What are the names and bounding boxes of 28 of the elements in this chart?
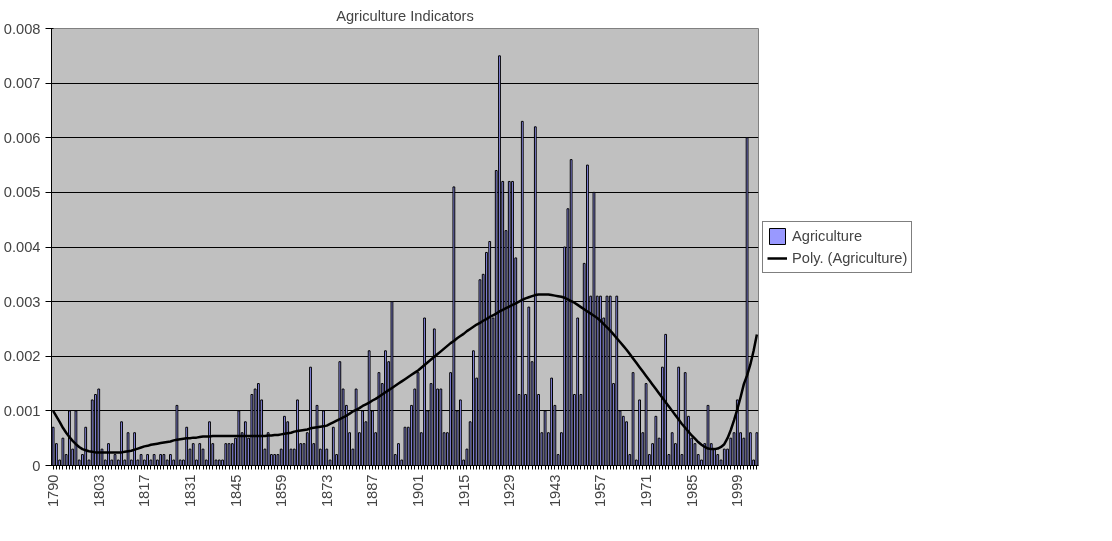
legend-label: Agriculture <box>792 227 863 244</box>
x-tick-label: 1817 <box>136 474 153 508</box>
x-tick-label: 1790 <box>45 474 62 508</box>
x-tick-label: 1803 <box>90 474 107 508</box>
y-tick-label: 0.006 <box>3 129 41 146</box>
x-tick-label: 1957 <box>592 474 609 508</box>
y-tick-label: 0.005 <box>3 184 41 201</box>
x-tick-label: 1999 <box>729 474 746 508</box>
x-tick-label: 1971 <box>638 474 655 508</box>
y-tick-label: 0.003 <box>3 293 41 310</box>
y-tick-label: 0.002 <box>3 348 41 365</box>
x-tick-label: 1929 <box>501 474 518 508</box>
x-tick-label: 1901 <box>410 474 427 508</box>
x-tick-label: 1831 <box>181 474 198 508</box>
y-tick-label: 0.007 <box>3 75 41 92</box>
x-tick-label: 1887 <box>364 474 381 508</box>
y-tick-label: 0.001 <box>3 402 41 419</box>
x-tick-label: 1873 <box>318 474 335 508</box>
chart-title: Agriculture Indicators <box>336 7 474 24</box>
x-tick-label: 1943 <box>546 474 563 508</box>
x-tick-label: 1845 <box>227 474 244 508</box>
x-tick-label: 1859 <box>273 474 290 508</box>
y-tick-label: 0.008 <box>3 20 41 37</box>
legend-label: Poly. (Agriculture) <box>792 249 908 266</box>
y-tick-label: 0.004 <box>3 239 41 255</box>
x-tick-label: 1985 <box>683 474 700 508</box>
y-tick-label: 0 <box>32 457 41 474</box>
x-tick-label: 1915 <box>455 474 472 508</box>
